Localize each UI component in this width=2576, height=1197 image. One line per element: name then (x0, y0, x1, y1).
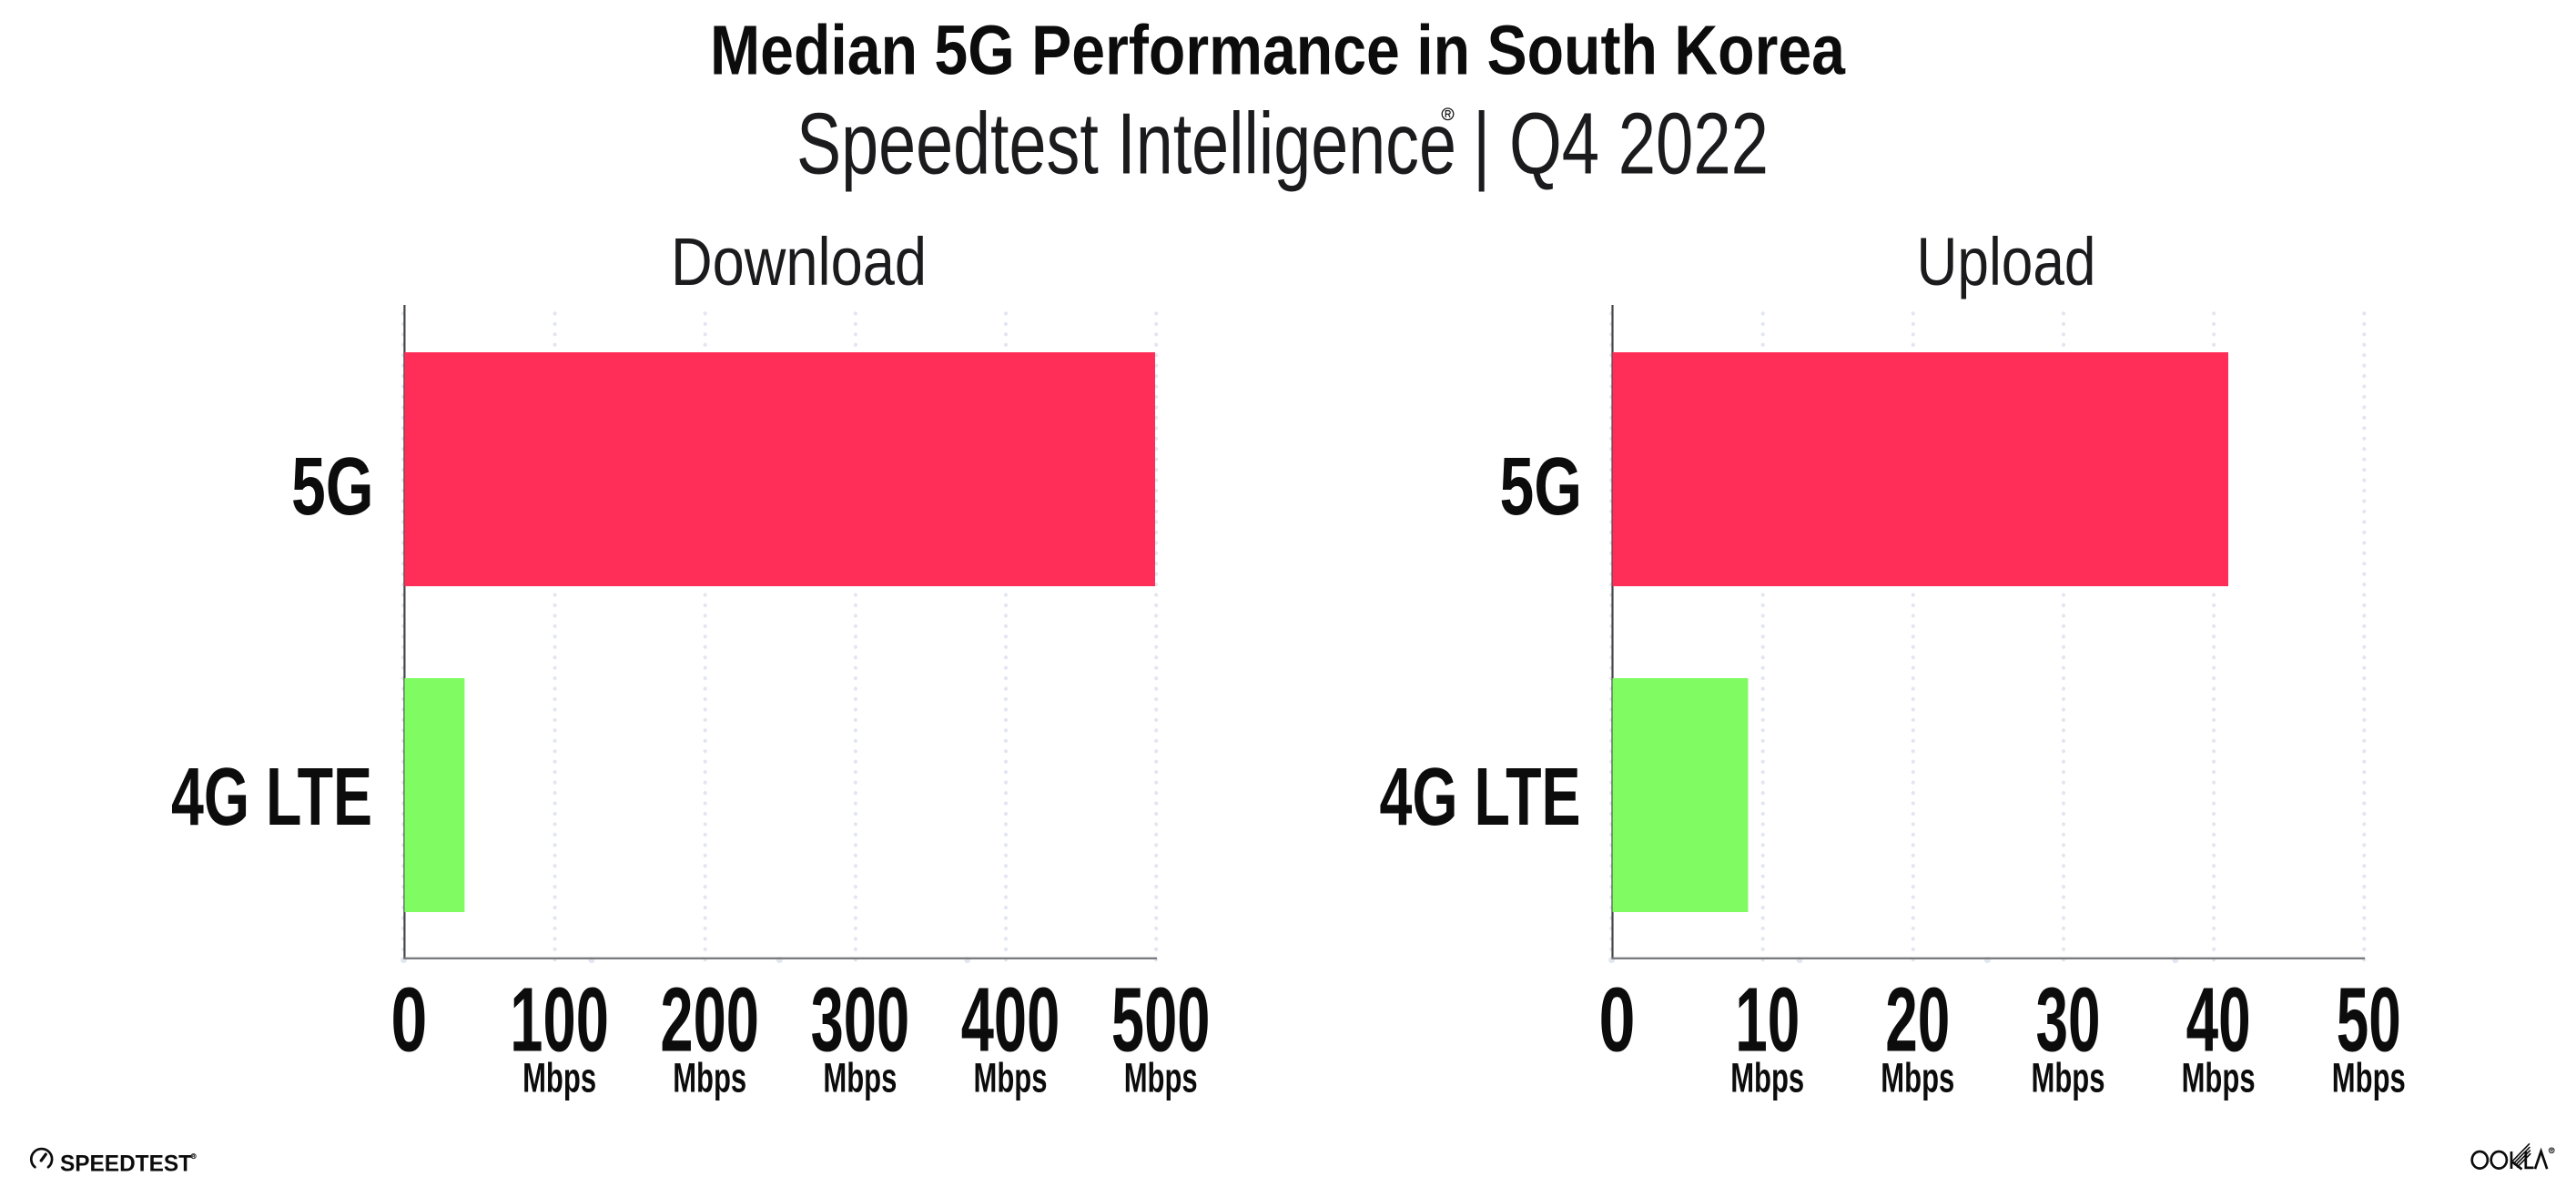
svg-text:Mbps: Mbps (1881, 1054, 1954, 1101)
svg-text:10: 10 (1735, 969, 1800, 1071)
svg-text:Mbps: Mbps (1730, 1054, 1804, 1101)
svg-text:400: 400 (961, 969, 1060, 1071)
svg-text:5G: 5G (1500, 441, 1583, 533)
svg-text:4G LTE: 4G LTE (1380, 751, 1581, 843)
svg-text:Upload: Upload (1917, 224, 2096, 299)
svg-text:Mbps: Mbps (2332, 1054, 2406, 1101)
svg-text:Mbps: Mbps (2182, 1054, 2256, 1101)
svg-text:Mbps: Mbps (673, 1054, 746, 1101)
svg-text:100: 100 (510, 969, 609, 1071)
svg-text:| Q4 2022: | Q4 2022 (1473, 96, 1769, 193)
svg-text:Download: Download (671, 224, 927, 299)
svg-text:50: 50 (2337, 969, 2401, 1071)
svg-text:0: 0 (390, 969, 427, 1071)
svg-text:Mbps: Mbps (1124, 1054, 1198, 1101)
svg-text:200: 200 (660, 969, 759, 1071)
svg-text:Mbps: Mbps (2032, 1054, 2105, 1101)
svg-text:SPEEDTEST: SPEEDTEST (60, 1151, 192, 1177)
svg-text:300: 300 (811, 969, 910, 1071)
svg-text:Mbps: Mbps (522, 1054, 596, 1101)
svg-text:5G: 5G (291, 441, 374, 533)
svg-text:500: 500 (1111, 969, 1211, 1071)
svg-text:Mbps: Mbps (974, 1054, 1048, 1101)
svg-text:Median 5G Performance in South: Median 5G Performance in South Korea (710, 12, 1846, 90)
svg-text:0: 0 (1599, 969, 1636, 1071)
svg-text:20: 20 (1885, 969, 1950, 1071)
svg-text:30: 30 (2036, 969, 2101, 1071)
svg-text:40: 40 (2186, 969, 2251, 1071)
svg-text:Mbps: Mbps (823, 1054, 897, 1101)
svg-text:Speedtest Intelligence: Speedtest Intelligence (796, 96, 1456, 193)
svg-text:4G LTE: 4G LTE (171, 751, 372, 843)
